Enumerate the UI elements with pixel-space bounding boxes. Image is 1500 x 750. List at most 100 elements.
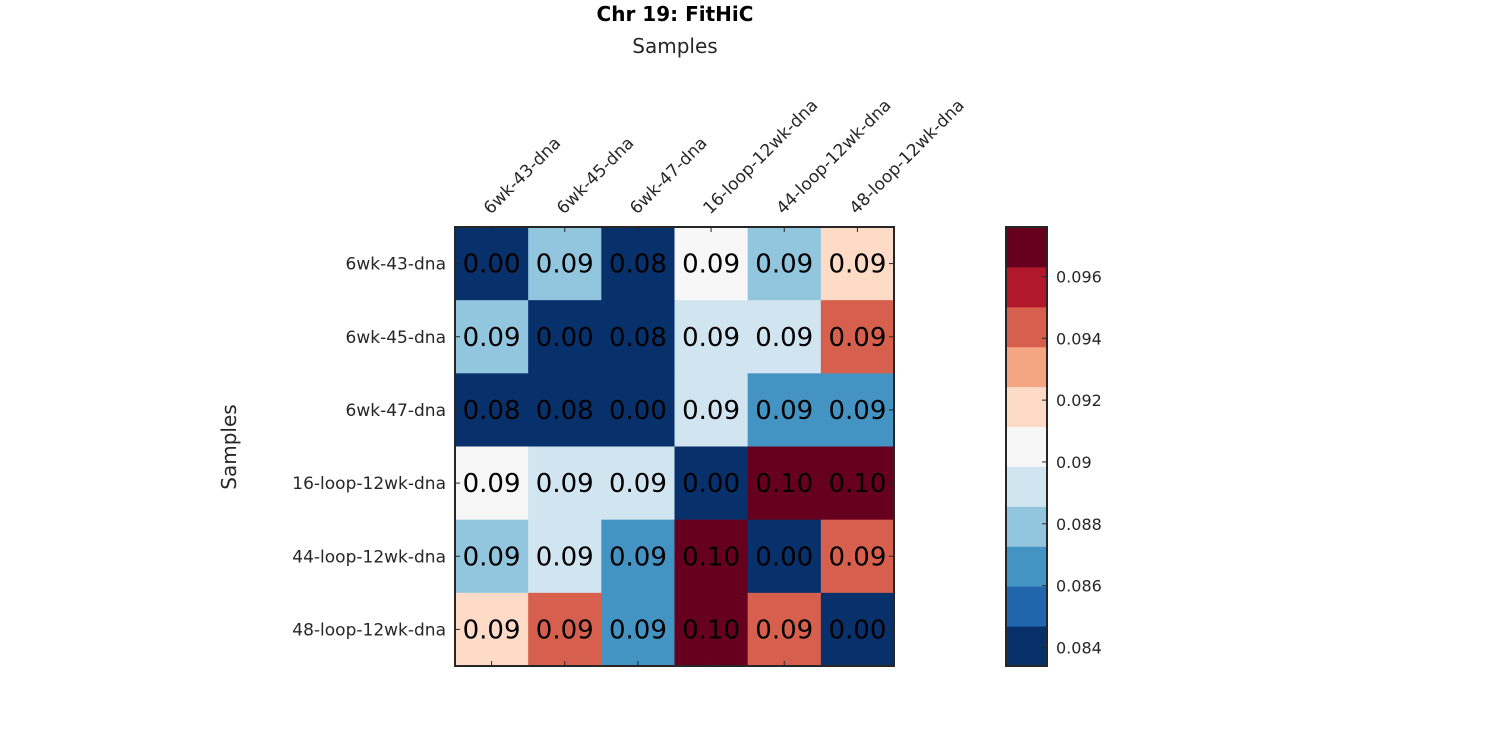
cell-value-label: 0.10 (755, 469, 813, 499)
heatmap-cell (747, 300, 822, 374)
cell-value-label: 0.09 (609, 469, 667, 499)
heatmap-cell (820, 519, 895, 594)
heatmap-cells (455, 227, 895, 667)
heatmap-cell (747, 446, 822, 521)
x-tick-label: 6wk-43-dna (480, 133, 565, 218)
cell-value-label: 0.00 (755, 542, 813, 572)
cell-value-label: 0.09 (463, 323, 521, 353)
colorbar-tick-label: 0.092 (1056, 391, 1102, 410)
cell-value-label: 0.09 (755, 396, 813, 426)
heatmap-cell (674, 300, 749, 374)
heatmap-cell (747, 227, 822, 301)
heatmap-cell (601, 227, 675, 301)
cell-value-label: 0.09 (536, 615, 594, 645)
y-tick-label: 48-loop-12wk-dna (292, 620, 446, 640)
colorbar-tick-label: 0.088 (1056, 515, 1102, 534)
colorbar-frame (1005, 226, 1048, 667)
colorbar-tick-label: 0.096 (1056, 267, 1102, 286)
heatmap-cell-labels: 0.00 0.09 0.08 0.09 0.09 0.09 0.09 0.00 0.08 0.09… (463, 250, 887, 646)
y-tick-label: 6wk-45-dna (346, 328, 446, 348)
cell-value-label: 0.00 (463, 250, 521, 280)
cell-value-label: 0.08 (609, 250, 667, 280)
heatmap-cell (820, 446, 895, 521)
heatmap-cell (674, 446, 749, 521)
cell-value-label: 0.00 (609, 396, 667, 426)
y-axis-ticks: 6wk-43-dna 6wk-45-dna 6wk-47-dna 16-loop-12… (292, 255, 894, 640)
y-axis-title: Samples (217, 404, 241, 489)
heatmap-cell (528, 592, 602, 667)
colorbar-segment (1006, 266, 1047, 308)
cell-value-label: 0.09 (828, 323, 886, 353)
x-tick-label: 6wk-45-dna (553, 133, 638, 218)
heatmap-cell (747, 519, 822, 594)
cell-value-label: 0.09 (682, 396, 740, 426)
cell-value-label: 0.09 (536, 469, 594, 499)
heatmap-cell (820, 227, 895, 301)
cell-value-label: 0.00 (536, 323, 594, 353)
colorbar-segment (1006, 426, 1047, 467)
colorbar-tick-label: 0.094 (1056, 329, 1102, 348)
cell-value-label: 0.09 (828, 542, 886, 572)
heatmap-cell (455, 227, 529, 301)
cell-value-label: 0.09 (682, 250, 740, 280)
heatmap-cell (747, 373, 822, 447)
heatmap-cell (820, 592, 895, 667)
heatmap-cell (528, 300, 602, 374)
cell-value-label: 0.09 (682, 323, 740, 353)
cell-value-label: 0.09 (609, 615, 667, 645)
cell-value-label: 0.10 (828, 469, 886, 499)
cell-value-label: 0.00 (682, 469, 740, 499)
cell-value-label: 0.09 (828, 250, 886, 280)
heatmap-cell (747, 592, 822, 667)
cell-value-label: 0.09 (536, 542, 594, 572)
heatmap-cell (601, 300, 675, 374)
colorbar-segment (1006, 386, 1047, 428)
cell-value-label: 0.00 (828, 615, 886, 645)
cell-value-label: 0.09 (609, 542, 667, 572)
cell-value-label: 0.09 (755, 250, 813, 280)
heatmap-cell (674, 227, 749, 301)
cell-value-label: 0.08 (609, 323, 667, 353)
heatmap-cell (528, 227, 602, 301)
heatmap-cell (528, 446, 602, 521)
cell-value-label: 0.09 (536, 250, 594, 280)
colorbar-segment (1006, 546, 1047, 587)
colorbar-tick-label: 0.086 (1056, 577, 1102, 596)
colorbar-segment (1006, 466, 1047, 507)
cell-value-label: 0.10 (682, 542, 740, 572)
heatmap-cell (455, 373, 529, 447)
colorbar-segment (1006, 346, 1047, 388)
cell-value-label: 0.10 (682, 615, 740, 645)
colorbar-tick-label: 0.084 (1056, 638, 1102, 657)
colorbar-segment (1006, 626, 1047, 667)
heatmap-cell (528, 373, 602, 447)
colorbar: 0.084 0.086 0.088 0.09 0.092 0.094 0.096 (1005, 226, 1102, 667)
heatmap-cell (455, 592, 529, 667)
cell-value-label: 0.08 (463, 396, 521, 426)
x-axis-title: Samples (632, 34, 717, 58)
colorbar-segment (1006, 506, 1047, 547)
heatmap-cell (601, 592, 675, 667)
x-tick-label: 6wk-47-dna (626, 133, 711, 218)
chart-title: Chr 19: FitHiC (597, 2, 754, 26)
cell-value-label: 0.09 (755, 323, 813, 353)
heatmap-cell (674, 373, 749, 447)
heatmap-cell (601, 373, 675, 447)
plot-frame (454, 226, 895, 667)
heatmap-cell (601, 519, 675, 594)
cell-value-label: 0.09 (463, 542, 521, 572)
heatmap-cell (674, 519, 749, 594)
heatmap-cell (601, 446, 675, 521)
colorbar-segment (1006, 306, 1047, 348)
colorbar-tick-label: 0.09 (1056, 453, 1092, 472)
heatmap-cell (820, 300, 895, 374)
heatmap-cell (674, 592, 749, 667)
cell-value-label: 0.09 (755, 615, 813, 645)
y-tick-label: 44-loop-12wk-dna (292, 547, 446, 567)
y-tick-label: 16-loop-12wk-dna (292, 474, 446, 494)
heatmap-cell (455, 446, 529, 521)
y-tick-label: 6wk-43-dna (346, 255, 446, 275)
heatmap-cell (528, 519, 602, 594)
heatmap-cell (455, 519, 529, 594)
